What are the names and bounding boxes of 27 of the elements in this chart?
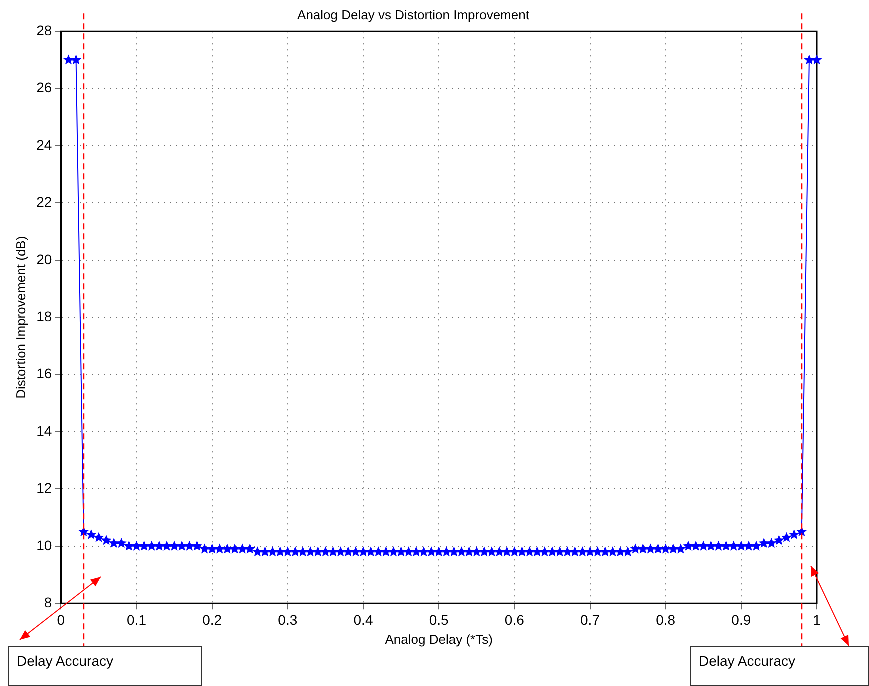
x-tick-label: 1 xyxy=(813,612,822,628)
y-tick-label: 14 xyxy=(36,422,52,439)
x-tick-label: 0.4 xyxy=(354,612,374,628)
y-tick-label: 22 xyxy=(36,194,52,210)
x-tick-label: 0.6 xyxy=(504,612,525,628)
text: Delay Accuracy xyxy=(8,646,202,686)
x-axis-title: Analog Delay (*Ts) xyxy=(385,632,493,647)
y-tick-label: 28 xyxy=(36,22,52,38)
y-tick-label: 12 xyxy=(36,480,52,496)
chart-title: Analog Delay vs Distortion Improvement xyxy=(298,7,530,22)
x-tick-label: 0.1 xyxy=(127,612,147,628)
x-tick-label: 0.3 xyxy=(278,612,298,628)
y-tick-label: 18 xyxy=(36,308,52,324)
text: Delay Accuracy xyxy=(690,646,869,686)
y-tick-label: 20 xyxy=(36,251,52,268)
x-tick-label: 0.2 xyxy=(202,612,222,628)
y-axis-title: Distortion Improvement (dB) xyxy=(13,236,28,399)
y-tick-label: 8 xyxy=(44,594,52,610)
y-tick-label: 24 xyxy=(36,136,52,153)
x-tick-label: 0.5 xyxy=(429,612,450,628)
y-tick-label: 16 xyxy=(36,366,52,382)
y-tick-label: 10 xyxy=(36,537,52,554)
x-tick-label: 0.7 xyxy=(580,612,600,628)
x-tick-label: 0 xyxy=(57,612,66,628)
y-tick-label: 26 xyxy=(36,80,52,96)
x-tick-label: 0.9 xyxy=(732,612,752,628)
x-tick-label: 0.8 xyxy=(656,612,676,628)
